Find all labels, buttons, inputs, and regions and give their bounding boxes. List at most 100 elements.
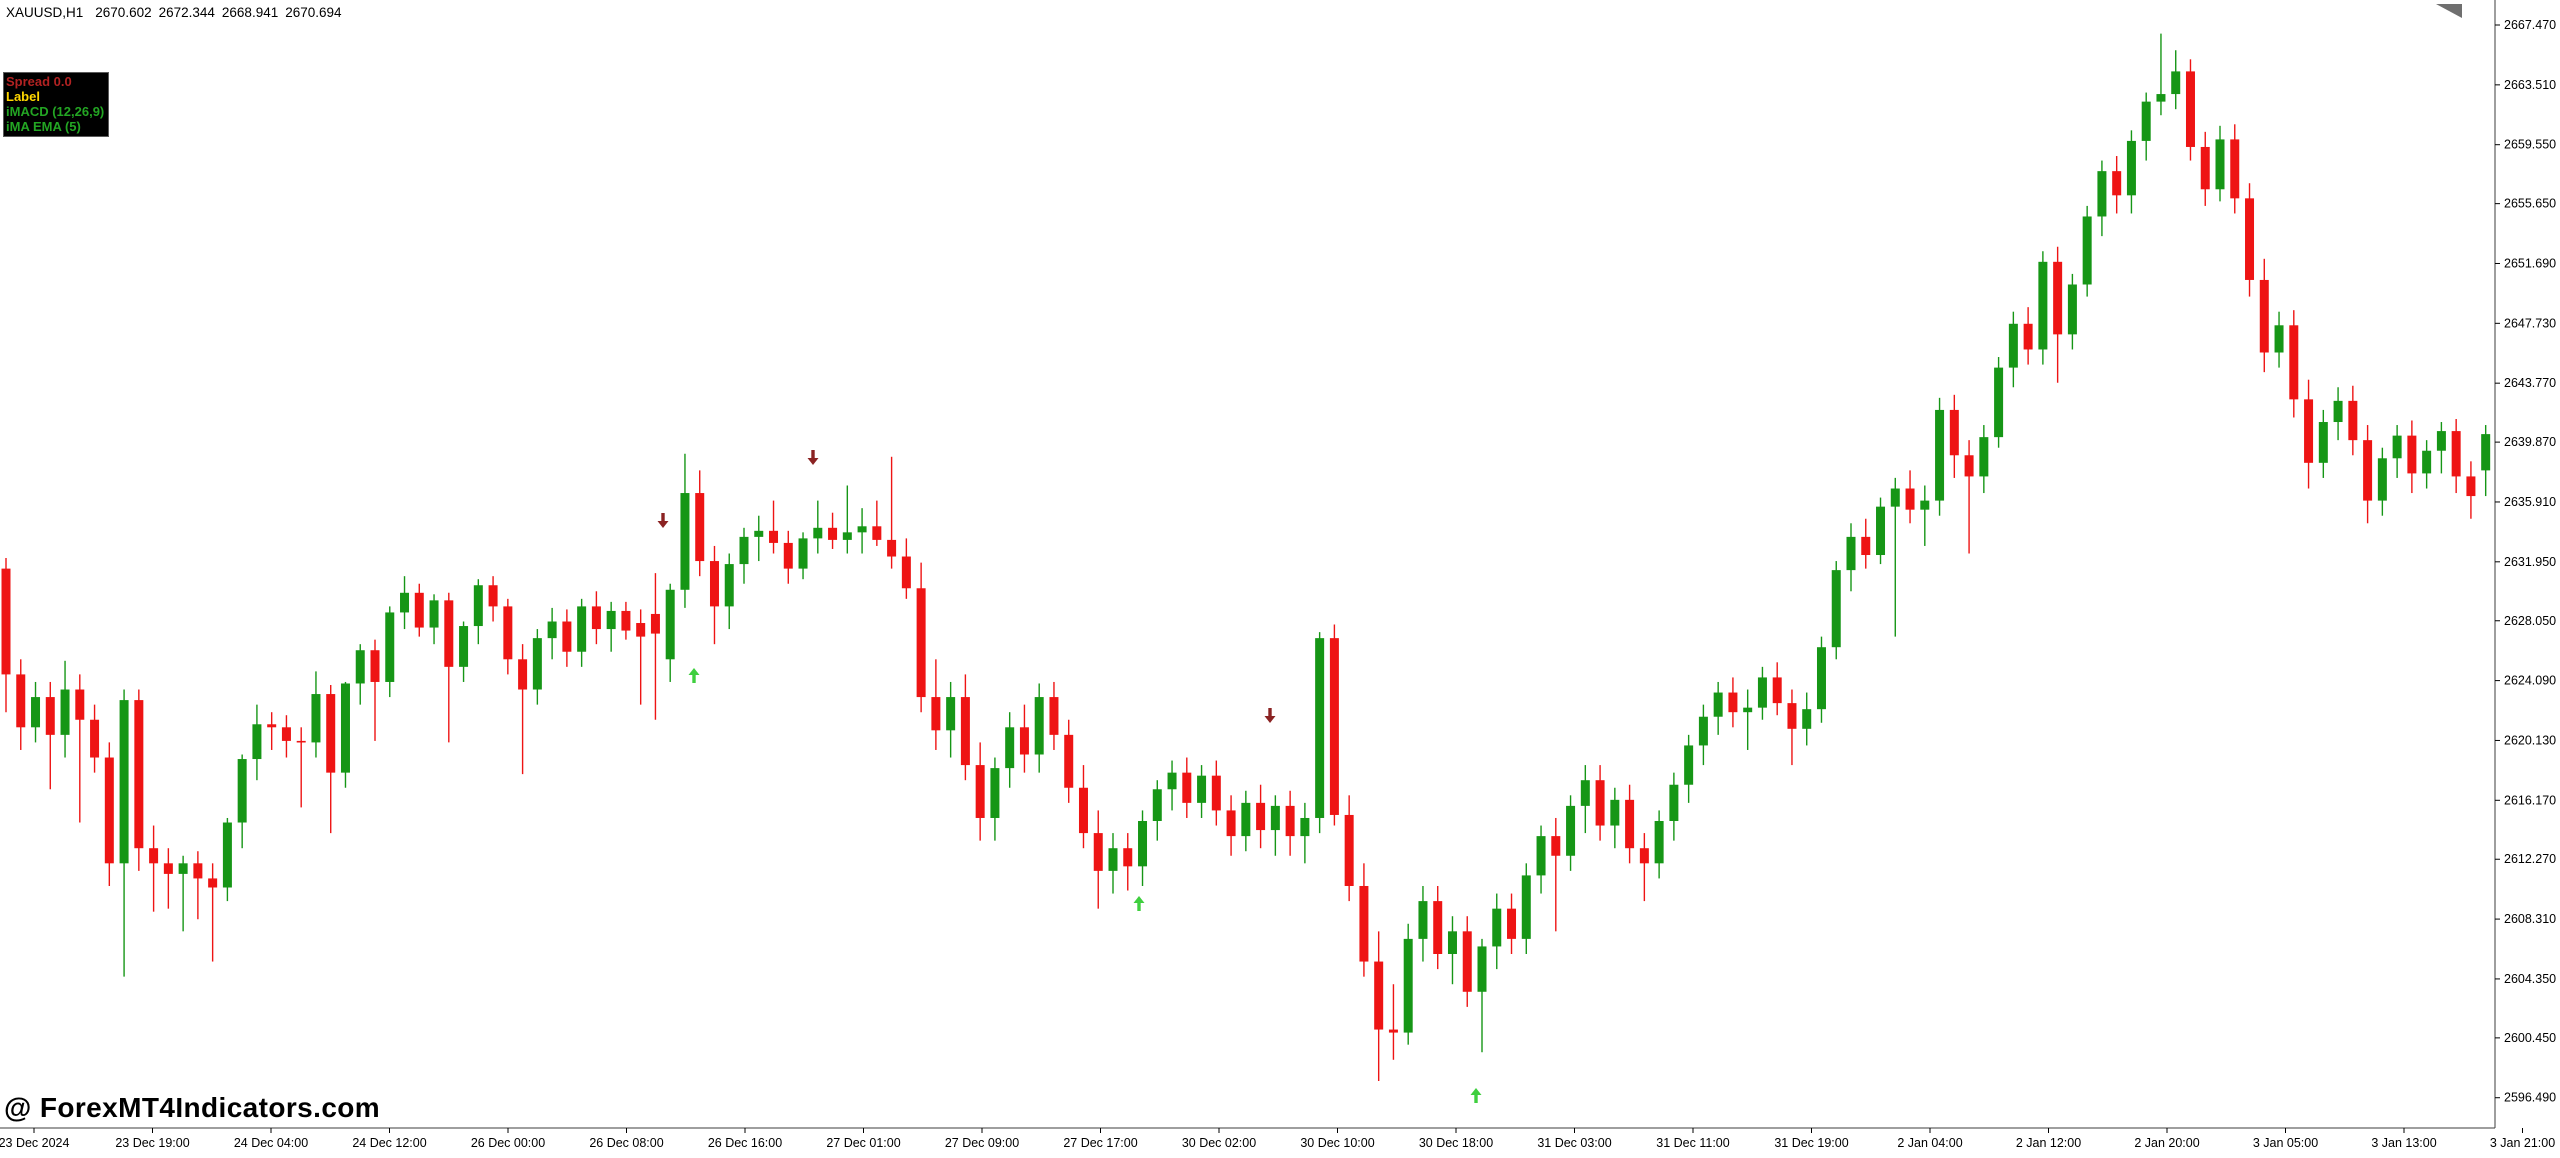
candle-body — [1684, 745, 1694, 785]
candle-body — [695, 493, 705, 562]
candle-body — [193, 863, 203, 879]
price-axis-label: 2600.450 — [2504, 1031, 2556, 1045]
candle-body — [1285, 805, 1295, 837]
candle-body — [2023, 323, 2033, 350]
candle-body — [2422, 450, 2432, 474]
time-axis-label: 23 Dec 2024 — [0, 1136, 69, 1150]
candle-body — [1979, 437, 1989, 477]
candle-body — [2466, 476, 2476, 497]
candle-body — [2245, 198, 2255, 280]
candle-body — [606, 610, 616, 630]
candle-body — [901, 556, 911, 589]
candle-body — [1639, 848, 1649, 864]
candle-body — [621, 610, 631, 631]
time-axis-label: 2 Jan 20:00 — [2134, 1136, 2199, 1150]
candle-body — [2377, 458, 2387, 501]
candle-body — [237, 759, 247, 823]
spread-label: Spread 0.0 — [6, 74, 72, 89]
candle-body — [1728, 692, 1738, 713]
candle-body — [1019, 727, 1029, 755]
candle-body — [887, 539, 897, 557]
candle-body — [2112, 171, 2122, 196]
candle-body — [1064, 734, 1074, 788]
candle-body — [1123, 848, 1133, 867]
candle-body — [2215, 139, 2225, 190]
candle-body — [1772, 677, 1782, 704]
candle-body — [104, 757, 114, 864]
candle-body — [2363, 440, 2373, 501]
time-axis-label: 3 Jan 13:00 — [2371, 1136, 2436, 1150]
price-axis-label: 2639.870 — [2504, 435, 2556, 449]
candle-body — [1802, 709, 1812, 729]
signal-arrow-up-icon — [1133, 896, 1145, 911]
candle-body — [163, 863, 173, 874]
candle-body — [547, 621, 557, 639]
candle-body — [488, 585, 498, 607]
time-axis-label: 30 Dec 02:00 — [1182, 1136, 1256, 1150]
candle-body — [149, 848, 159, 864]
candle-body — [2185, 71, 2195, 147]
price-axis-label: 2663.510 — [2504, 78, 2556, 92]
price-axis-label: 2631.950 — [2504, 555, 2556, 569]
candle-body — [1949, 409, 1959, 456]
candle-body — [340, 683, 350, 773]
price-axis-label: 2655.650 — [2504, 197, 2556, 211]
candle-body — [1669, 784, 1679, 822]
candle-body — [2126, 140, 2136, 196]
candle-body — [769, 530, 779, 543]
candle-body — [400, 592, 410, 613]
time-axis-label: 26 Dec 08:00 — [589, 1136, 663, 1150]
candle-body — [828, 527, 838, 540]
candle-body — [1654, 821, 1664, 864]
candle-body — [1846, 536, 1856, 571]
time-axis-label: 26 Dec 16:00 — [708, 1136, 782, 1150]
candle-body — [414, 592, 424, 628]
time-axis-label: 31 Dec 19:00 — [1774, 1136, 1848, 1150]
candle-body — [1388, 1029, 1398, 1033]
candle-body — [267, 724, 277, 728]
time-axis-label: 27 Dec 01:00 — [826, 1136, 900, 1150]
candle-body — [783, 542, 793, 569]
candle-body — [960, 697, 970, 766]
candle-body — [16, 674, 26, 728]
signal-arrow-down-icon — [1264, 708, 1276, 723]
candle-body — [326, 694, 336, 773]
candle-body — [2230, 139, 2240, 199]
candle-body — [798, 538, 808, 569]
candle-body — [1300, 817, 1310, 837]
candle-body — [2156, 94, 2166, 102]
candle-body — [1787, 703, 1797, 729]
candle-body — [90, 719, 100, 758]
candle-body — [1935, 409, 1945, 501]
watermark: @ ForexMT4Indicators.com — [4, 1092, 381, 1123]
chart-title-bar: XAUUSD,H1 2670.602 2672.344 2668.941 2670.69… — [6, 5, 349, 20]
candle-body — [2289, 325, 2299, 400]
candle-body — [724, 564, 734, 607]
time-axis-label: 31 Dec 11:00 — [1656, 1136, 1729, 1150]
candle-body — [385, 612, 395, 682]
candle-body — [1536, 836, 1546, 876]
time-axis-label: 27 Dec 17:00 — [1063, 1136, 1137, 1150]
candle-body — [1, 568, 11, 675]
candle-body — [1551, 836, 1561, 856]
candle-body — [355, 650, 365, 684]
candle-body — [1418, 901, 1428, 939]
candle-body — [1994, 367, 2004, 438]
candle-body — [1876, 506, 1886, 556]
candle-body — [916, 588, 926, 698]
candle-body — [1270, 805, 1280, 831]
price-axis-label: 2635.910 — [2504, 495, 2556, 509]
candle-body — [1477, 946, 1487, 992]
candle-body — [1256, 802, 1266, 831]
signal-arrow-up-icon — [688, 668, 700, 683]
candle-body — [2171, 71, 2181, 95]
time-axis-label: 30 Dec 18:00 — [1419, 1136, 1493, 1150]
candle-body — [931, 697, 941, 731]
candle-body — [518, 659, 528, 690]
candle-body — [1757, 677, 1767, 708]
candle-body — [1521, 875, 1531, 939]
candle-body — [252, 724, 262, 760]
candle-body — [119, 700, 129, 864]
